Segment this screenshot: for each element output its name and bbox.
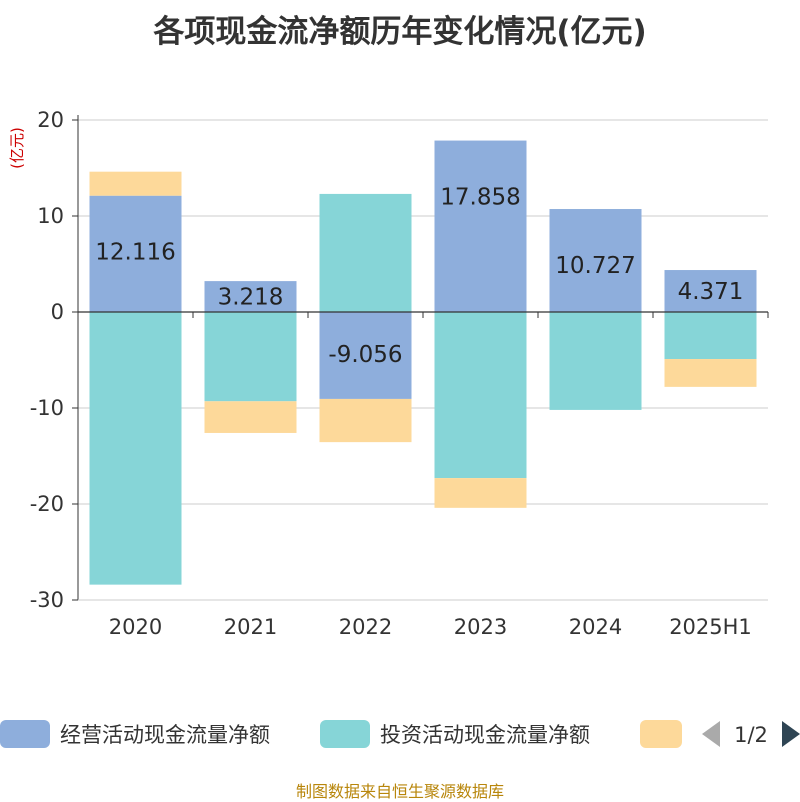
data-label: 17.858 [440,185,520,211]
legend-label: 经营活动现金流量净额 [60,723,270,747]
data-label: 10.727 [555,253,635,279]
data-label: 3.218 [218,285,284,311]
bar-segment [319,312,412,399]
bar-segment [549,209,642,312]
x-tick-label: 2020 [109,615,162,639]
y-tick-label: -20 [30,492,64,516]
bar-segment [664,270,757,312]
legend-prev-page-icon[interactable] [702,721,720,747]
bar-segment [204,281,297,312]
x-tick-label: 2022 [339,615,392,639]
legend-swatch [640,720,682,748]
bar-segment [89,195,182,312]
bar-segment [434,312,527,479]
y-tick-label: 10 [37,204,64,228]
data-label: 12.116 [95,240,175,266]
chart-title: 各项现金流净额历年变化情况(亿元) [153,14,647,50]
bar-segment [434,140,527,312]
bar-segment [664,359,757,387]
legend-next-page-icon[interactable] [782,721,800,747]
bar-segment [89,312,182,585]
x-tick-label: 2023 [454,615,507,639]
data-label: 4.371 [678,279,744,305]
legend-label: 投资活动现金流量净额 [380,723,590,747]
legend-swatch [0,720,50,748]
x-tick-label: 2025H1 [669,615,752,639]
bar-segment [434,478,527,508]
y-axis-title: (亿元) [8,127,26,169]
legend-page-indicator: 1/2 [734,723,768,747]
source-footer: 制图数据来自恒生聚源数据库 [295,782,504,801]
bar-segment [204,401,297,433]
y-tick-label: -10 [30,396,64,420]
x-tick-label: 2024 [569,615,622,639]
legend-swatch [320,720,370,748]
y-tick-label: -30 [30,588,64,612]
bar-segment [664,312,757,360]
bar-segment [319,398,412,443]
bar-segment [549,312,642,410]
y-tick-label: 0 [51,300,64,324]
data-label: -9.056 [328,342,402,368]
bar-segment [204,312,297,402]
bar-segment [319,193,412,312]
x-tick-label: 2021 [224,615,277,639]
y-tick-label: 20 [37,108,64,132]
bar-segment [89,171,182,196]
